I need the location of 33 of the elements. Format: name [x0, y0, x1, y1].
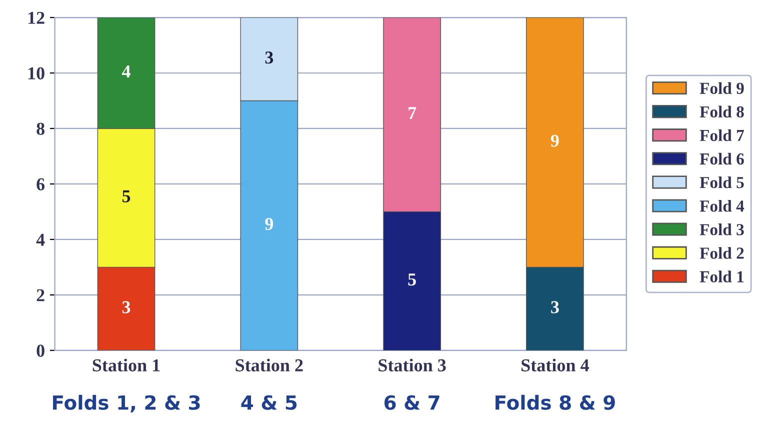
data-label: 5: [408, 274, 416, 286]
text: 4 & 5: [241, 395, 297, 410]
legend-label: Fold 5: [700, 176, 744, 188]
text: Folds 8 & 9: [496, 394, 615, 410]
text: 6 & 7: [384, 395, 440, 410]
legend-label: Fold 1: [700, 270, 744, 282]
legend-label: Fold 8: [700, 106, 744, 118]
legend-label: Fold 2: [700, 247, 744, 259]
x-tick-label: Station 1: [92, 358, 160, 372]
x-tick-label: Station 3: [378, 358, 446, 372]
y-tick-label: 0: [36, 344, 44, 357]
legend-label: Fold 9: [700, 82, 744, 94]
y-tick-label: 4: [36, 234, 45, 246]
y-tick-label: 8: [36, 122, 44, 135]
y-tick-label: 10: [28, 67, 44, 80]
data-label: 7: [408, 107, 416, 119]
x-tick-label: Station 4: [522, 358, 589, 372]
x-tick-label: Station 2: [236, 358, 303, 372]
y-tick-label: 12: [28, 12, 44, 24]
data-label: 9: [550, 134, 559, 147]
data-label: 3: [122, 301, 130, 314]
text: Folds 1, 2 & 3: [53, 394, 200, 412]
legend-label: Fold 7: [700, 129, 744, 142]
legend-label: Fold 4: [700, 200, 744, 212]
data-label: 3: [265, 52, 274, 64]
y-tick-label: 2: [36, 289, 44, 302]
data-label: 3: [551, 301, 559, 314]
data-label: 4: [122, 65, 130, 78]
data-label: 5: [122, 190, 130, 202]
y-tick-label: 6: [36, 178, 45, 190]
legend-label: Fold 6: [700, 152, 744, 165]
legend-label: Fold 3: [700, 224, 744, 236]
data-label: 9: [265, 218, 274, 230]
